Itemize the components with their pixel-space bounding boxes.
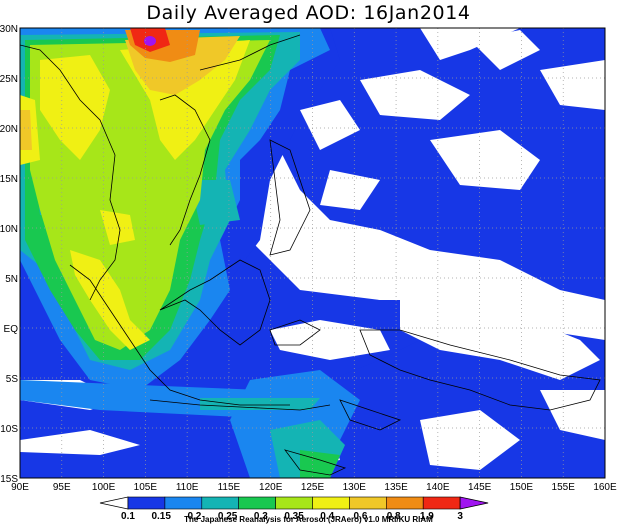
lon-label: 160E [593,482,617,493]
lat-label: 10N [0,224,18,235]
colorbar-swatch [164,496,203,510]
lat-label: 5N [5,274,18,285]
lat-label: 5S [6,374,19,385]
colorbar-swatch [238,496,276,510]
lon-label: 135E [384,482,408,493]
colorbar-label: 0.4 [320,511,334,522]
lat-label: 25N [0,74,18,85]
lat-label: 15S [0,474,18,485]
lat-label: 20N [0,124,18,135]
aod-field-0.4c [70,250,150,350]
lon-label: 115E [218,482,241,493]
colorbar-label: 0.6 [354,511,368,522]
aod-gap [340,250,420,300]
colorbar-swatch [275,496,313,510]
colorbar-label: 0.3 [254,511,268,522]
colorbar-label: 0.35 [284,511,304,522]
map-title: Daily Averaged AOD: 16Jan2014 [146,2,471,24]
lat-label: EQ [4,324,19,335]
colorbar-legend: 0.1 0.15 0.2 0.25 0.3 0.35 0.4 0.6 0.8 1.9 3 [99,496,489,522]
colorbar-min-arrow [99,496,129,510]
colorbar-swatch [312,496,350,510]
colorbar-label: 0.15 [151,511,171,522]
aod-gap [470,30,540,70]
aod-gap [540,390,605,440]
aod-gap [320,170,380,210]
colorbar-label: 1.9 [420,511,434,522]
aod-gap [400,290,600,380]
lon-label: 110E [176,482,199,493]
lat-label: 10S [0,424,18,435]
aod-field-3 [144,36,156,46]
lon-label: 125E [301,482,325,493]
lat-label: 30N [0,24,18,35]
lon-label: 90E [11,482,29,493]
lon-label: 140E [426,482,450,493]
aod-field-0.4 [40,55,110,160]
aod-gap [300,100,360,150]
aod-gap [360,70,470,120]
credit-line: The Japanese Reanalysis for Aerosol (JRA… [184,515,433,524]
aod-gap [420,410,520,470]
lon-label: 105E [134,482,158,493]
coastlines [20,34,601,476]
aod-field-0.6b [20,110,32,150]
colorbar-label: 0.8 [387,511,401,522]
aod-field-0.4d [100,210,135,245]
aod-gap [430,130,540,190]
lon-label: 130E [343,482,367,493]
colorbar-label: 0.2 [187,511,201,522]
aod-field-0.25b [200,398,320,410]
colorbar-swatch [127,496,166,510]
lon-label: 120E [259,482,283,493]
lon-label: 155E [552,482,576,493]
aod-gap [540,60,605,110]
aod-gap-teal [190,180,240,225]
aod-gap [20,430,140,455]
lon-label: 100E [92,482,116,493]
colorbar-label: 0.1 [121,511,135,522]
lat-label: 15N [0,174,18,185]
colorbar-label: 3 [457,511,463,522]
colorbar-swatch [422,496,461,510]
lon-label: 145E [468,482,492,493]
lon-label: 150E [510,482,534,493]
lon-label: 95E [53,482,71,493]
colorbar-swatch [349,496,387,510]
colorbar-swatch [385,496,424,510]
colorbar-label: 0.25 [218,511,238,522]
colorbar-max-arrow [459,496,489,510]
colorbar-swatch [201,496,240,510]
